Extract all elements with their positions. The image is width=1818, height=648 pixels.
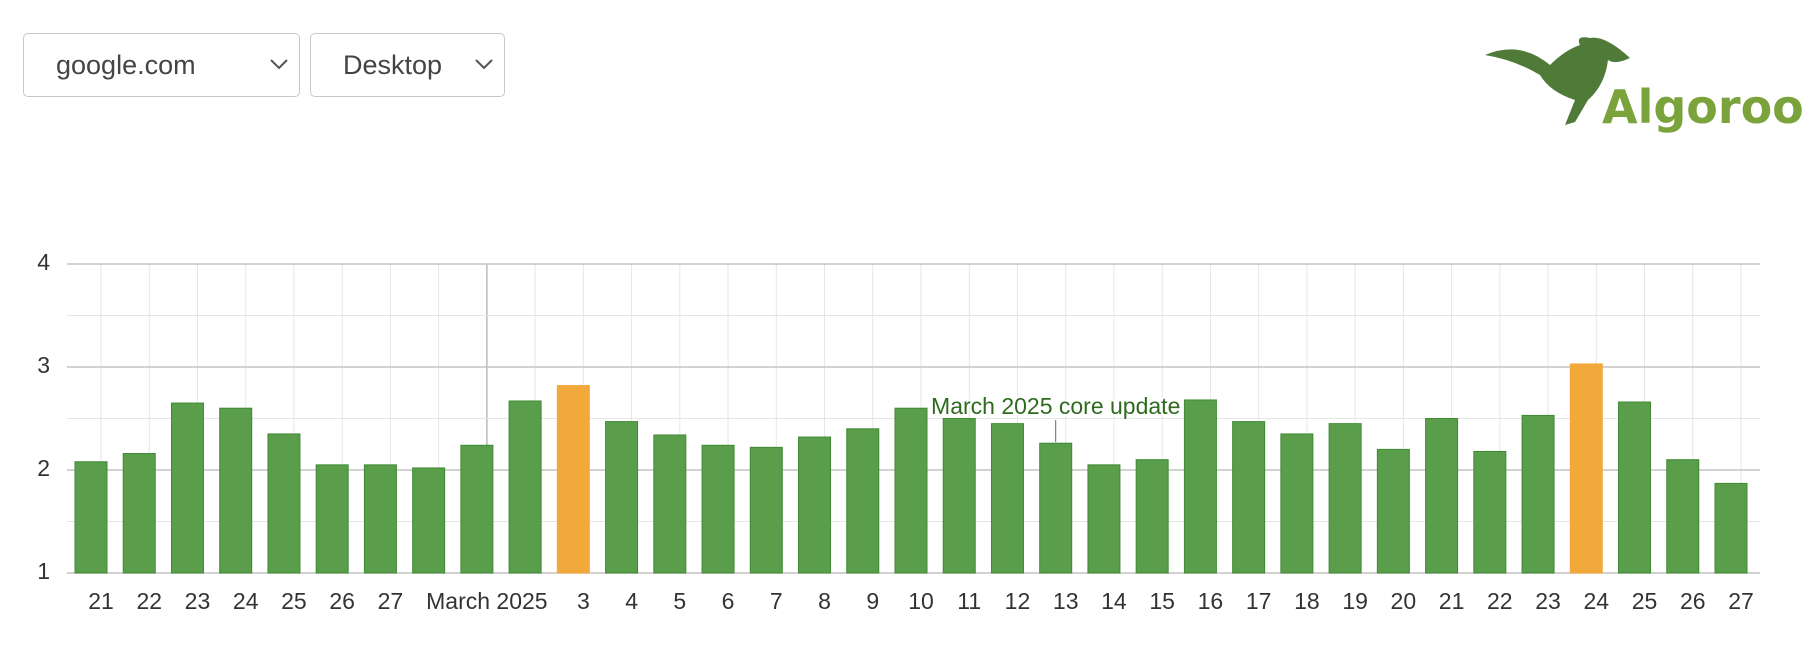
- bar: [219, 407, 253, 574]
- device-select[interactable]: Desktop: [310, 33, 505, 97]
- x-tick-label: 12: [1005, 588, 1031, 614]
- bar: [1521, 414, 1555, 574]
- x-tick-label: 15: [1149, 588, 1175, 614]
- x-tick-label: 10: [908, 588, 934, 614]
- x-tick-label: 8: [818, 588, 831, 614]
- bar: [556, 385, 590, 574]
- logo-text: Algoroo: [1602, 80, 1804, 134]
- annotation: March 2025 core update: [931, 393, 1180, 419]
- bar: [1280, 433, 1314, 574]
- bar: [749, 446, 783, 574]
- x-tick-label: 13: [1053, 588, 1079, 614]
- bar: [1569, 363, 1603, 574]
- x-tick-label: 26: [329, 588, 355, 614]
- y-tick-label: 4: [37, 249, 50, 275]
- x-tick-label: 27: [1728, 588, 1754, 614]
- x-tick-label: 24: [1583, 588, 1609, 614]
- x-tick-label: 18: [1294, 588, 1320, 614]
- chevron: [270, 59, 288, 70]
- x-tick-label: 6: [722, 588, 735, 614]
- bar: [701, 444, 735, 574]
- bar: [990, 423, 1024, 574]
- bar: [460, 444, 494, 574]
- site-select[interactable]: google.com: [23, 33, 300, 97]
- x-tick-label: 20: [1391, 588, 1417, 614]
- bar: [942, 418, 976, 574]
- bar: [1135, 459, 1169, 574]
- y-tick-label: 3: [37, 352, 50, 378]
- bar: [653, 434, 687, 574]
- bar: [1618, 401, 1652, 574]
- x-tick-label: 22: [1487, 588, 1513, 614]
- x-tick-label: March 2025: [426, 588, 547, 614]
- bar: [1425, 418, 1459, 574]
- x-tick-label: 7: [770, 588, 783, 614]
- bar: [315, 464, 349, 574]
- bar: [1232, 421, 1266, 574]
- bar: [1328, 423, 1362, 574]
- x-tick-label: 22: [136, 588, 162, 614]
- x-tick-label: 25: [281, 588, 307, 614]
- x-tick-label: 27: [378, 588, 404, 614]
- x-tick-label: 21: [88, 588, 114, 614]
- bar: [508, 400, 542, 574]
- bar: [1039, 442, 1073, 574]
- bar: [74, 461, 108, 574]
- kangaroo: [1485, 37, 1630, 125]
- bar: [267, 433, 301, 574]
- y-tick-label: 2: [37, 455, 50, 481]
- x-tick-label: 4: [625, 588, 638, 614]
- bar: [798, 436, 832, 574]
- x-tick-label: 9: [866, 588, 879, 614]
- x-tick-label: 23: [1535, 588, 1561, 614]
- bar: [1666, 459, 1700, 574]
- y-tick-label: 1: [37, 558, 50, 584]
- x-tick-label: 19: [1342, 588, 1368, 614]
- bar: [363, 464, 397, 574]
- x-tick-label: 14: [1101, 588, 1127, 614]
- bar: [1714, 482, 1748, 574]
- x-tick-label: 5: [673, 588, 686, 614]
- site-value: google.com: [56, 50, 196, 80]
- device-value: Desktop: [343, 50, 443, 80]
- bar: [1183, 399, 1217, 574]
- x-tick-label: 16: [1198, 588, 1224, 614]
- bar: [412, 467, 446, 574]
- logo: Algoroo: [1485, 37, 1804, 134]
- bar: [605, 421, 639, 574]
- x-tick-label: 3: [577, 588, 590, 614]
- bar: [1473, 450, 1507, 574]
- x-tick-label: 25: [1632, 588, 1658, 614]
- x-tick-label: 11: [957, 588, 981, 614]
- bar: [170, 402, 204, 574]
- x-tick-label: 23: [185, 588, 211, 614]
- bar: [894, 407, 928, 574]
- x-tick-label: 26: [1680, 588, 1706, 614]
- x-tick-label: 17: [1246, 588, 1272, 614]
- bar: [846, 428, 880, 574]
- x-tick-label: 24: [233, 588, 259, 614]
- chevron: [475, 59, 493, 70]
- bar: [122, 453, 156, 574]
- x-tick-label: 21: [1439, 588, 1465, 614]
- bar: [1376, 448, 1410, 574]
- bar: [1087, 464, 1121, 574]
